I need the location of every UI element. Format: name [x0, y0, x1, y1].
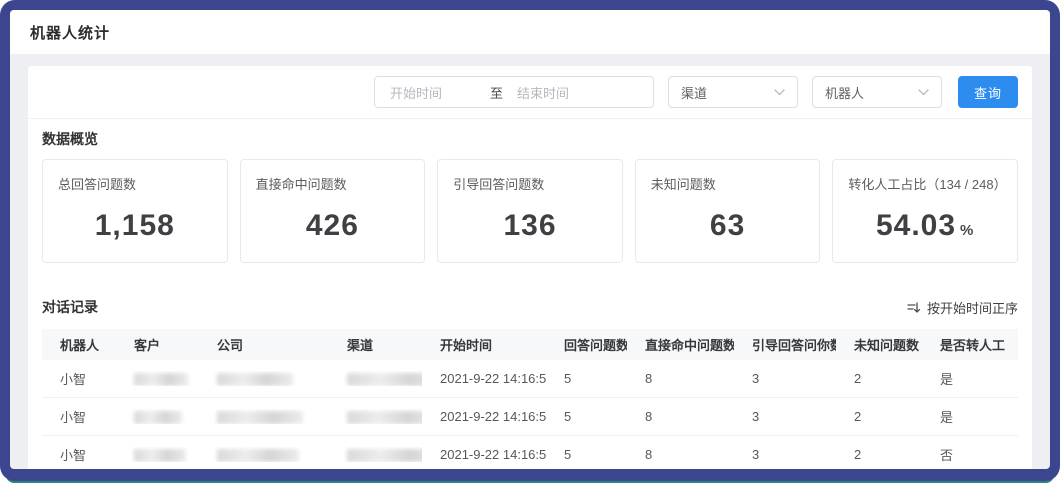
cell-guided: 3: [752, 371, 760, 386]
col-header-channel: 渠道: [347, 338, 374, 353]
overview-title: 数据概览: [42, 131, 98, 147]
sort-label: 按开始时间正序: [926, 300, 1018, 316]
cell-channel-redacted: [329, 371, 422, 387]
table-row: 小智 2021-9-22 14:16:51 5 8 3 2 否: [42, 436, 1018, 469]
date-range-picker[interactable]: 开始时间 至 结束时间: [374, 76, 654, 108]
cell-company-redacted: [199, 447, 329, 463]
table-row: 小智 2021-9-22 14:16:51 5 8 3 2 是: [42, 360, 1018, 398]
stat-card-label: 引导回答问题数: [453, 177, 545, 192]
titlebar: 机器人统计: [10, 10, 1050, 54]
col-header-guided: 引导回答问你数: [752, 338, 836, 353]
cell-to-human: 是: [940, 410, 954, 425]
cell-channel-redacted: [329, 409, 422, 425]
col-header-company: 公司: [217, 338, 244, 353]
cell-answered: 5: [564, 447, 572, 462]
cell-direct-hit: 8: [645, 447, 653, 462]
cell-start-time: 2021-9-22 14:16:51: [440, 371, 546, 386]
redacted-text: [134, 373, 188, 387]
stat-card-value: 426: [305, 209, 359, 242]
cell-customer-redacted: [116, 371, 199, 387]
date-end-input[interactable]: 结束时间: [517, 85, 570, 101]
cell-unknown: 2: [854, 371, 862, 386]
col-header-unknown: 未知问题数: [854, 338, 920, 353]
date-start-input[interactable]: 开始时间: [390, 85, 443, 101]
records-header: 对话记录 按开始时间正序: [42, 297, 1018, 317]
cell-answered: 5: [564, 371, 572, 386]
channel-select[interactable]: 渠道: [668, 76, 798, 108]
cell-answered: 5: [564, 409, 572, 424]
col-header-to-human: 是否转人工: [940, 338, 1006, 353]
stat-card-direct-hit: 直接命中问题数 426: [239, 159, 426, 263]
stat-cards: 总回答问题数 1,158 直接命中问题数 426 引导回答问题数 136 未: [42, 159, 1018, 263]
stat-card-value: 63: [709, 209, 746, 242]
page-title: 机器人统计: [30, 24, 111, 42]
overview-section: 数据概览 总回答问题数 1,158 直接命中问题数 426 引导回答问题数 13: [28, 119, 1032, 263]
redacted-text: [217, 411, 303, 425]
cell-start-time: 2021-9-22 14:16:51: [440, 409, 546, 424]
cell-customer-redacted: [116, 447, 199, 463]
stat-card-value: 1,158: [94, 209, 175, 242]
cell-robot: 小智: [60, 410, 87, 425]
cell-unknown: 2: [854, 409, 862, 424]
stat-card-label: 转化人工占比（134 / 248）: [848, 177, 1007, 192]
col-header-customer: 客户: [134, 338, 161, 353]
sort-control[interactable]: 按开始时间正序: [906, 298, 1018, 317]
cell-company-redacted: [199, 409, 329, 425]
redacted-text: [134, 411, 182, 425]
stat-card-value: 136: [503, 209, 557, 242]
records-table: 机器人 客户 公司 渠道 开始时间 回答问题数 直接命中问题数 引导回答问你数 …: [42, 329, 1018, 469]
query-button[interactable]: 查询: [958, 76, 1018, 108]
redacted-text: [217, 449, 299, 463]
cell-direct-hit: 8: [645, 371, 653, 386]
redacted-text: [134, 449, 186, 463]
chevron-down-icon: [918, 88, 929, 95]
col-header-answered: 回答问题数: [564, 338, 627, 353]
table-row: 小智 2021-9-22 14:16:51 5 8 3 2 是: [42, 398, 1018, 436]
records-section: 对话记录 按开始时间正序 机器人 客户 公司: [28, 263, 1032, 469]
app-window: 机器人统计 开始时间 至 结束时间 渠道 机器人: [10, 10, 1050, 469]
cell-start-time: 2021-9-22 14:16:51: [440, 447, 546, 462]
cell-company-redacted: [199, 371, 329, 387]
redacted-text: [347, 373, 422, 387]
col-header-robot: 机器人: [60, 338, 100, 353]
stat-card-total-answered: 总回答问题数 1,158: [42, 159, 228, 263]
content-panel: 开始时间 至 结束时间 渠道 机器人 查询 数: [28, 66, 1032, 469]
cell-direct-hit: 8: [645, 409, 653, 424]
cell-unknown: 2: [854, 447, 862, 462]
chevron-down-icon: [774, 88, 785, 95]
robot-select[interactable]: 机器人: [812, 76, 942, 108]
redacted-text: [347, 449, 422, 463]
records-title: 对话记录: [42, 299, 98, 315]
date-range-separator: 至: [490, 85, 504, 101]
redacted-text: [347, 411, 422, 425]
col-header-start-time: 开始时间: [440, 338, 493, 353]
stat-card-guided: 引导回答问题数 136: [437, 159, 623, 263]
stat-card-unknown: 未知问题数 63: [634, 159, 821, 263]
stat-card-human-ratio: 转化人工占比（134 / 248） 54.03%: [832, 159, 1018, 263]
cell-guided: 3: [752, 447, 760, 462]
cell-to-human: 否: [940, 448, 954, 463]
table-header-row: 机器人 客户 公司 渠道 开始时间 回答问题数 直接命中问题数 引导回答问你数 …: [42, 329, 1018, 360]
cell-customer-redacted: [116, 409, 199, 425]
robot-select-value: 机器人: [825, 85, 865, 101]
cell-robot: 小智: [60, 372, 87, 387]
cell-to-human: 是: [940, 372, 954, 387]
filter-bar: 开始时间 至 结束时间 渠道 机器人 查询: [28, 66, 1032, 119]
stat-card-label: 总回答问题数: [58, 177, 137, 192]
cell-channel-redacted: [329, 447, 422, 463]
stat-card-value: 54.03%: [875, 209, 975, 242]
cell-guided: 3: [752, 409, 760, 424]
stat-card-label: 未知问题数: [650, 177, 716, 192]
channel-select-value: 渠道: [681, 85, 708, 101]
stat-card-unit: %: [960, 222, 975, 239]
cell-robot: 小智: [60, 448, 87, 463]
redacted-text: [217, 373, 293, 387]
sort-ascending-icon: [907, 301, 921, 313]
stat-card-label: 直接命中问题数: [255, 177, 347, 192]
col-header-direct-hit: 直接命中问题数: [645, 338, 734, 353]
